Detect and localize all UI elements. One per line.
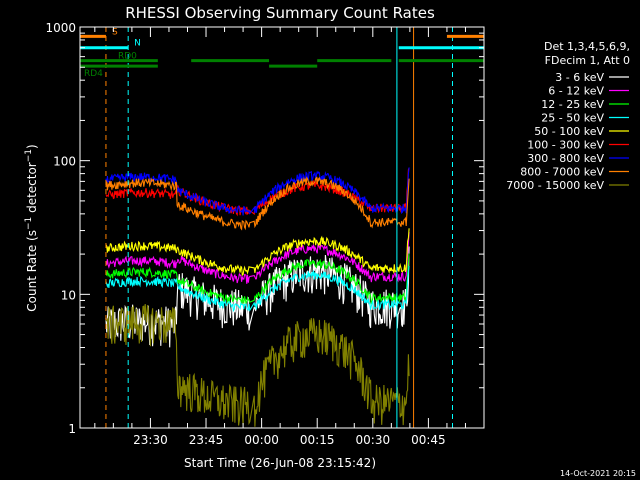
legend-label-1: 6 - 12 keV bbox=[548, 85, 604, 98]
flag-label-n: N bbox=[134, 39, 141, 49]
x-tick-label-0: 23:30 bbox=[133, 433, 168, 447]
legend-label-5: 100 - 300 keV bbox=[527, 139, 604, 152]
y-axis-label-start: Count Rate (s bbox=[25, 230, 39, 312]
y-axis-label-mid: detector bbox=[25, 162, 39, 217]
y-tick-label-1: 10 bbox=[61, 288, 76, 302]
legend: Det 1,3,4,5,6,9,FDecim 1, Att 0 3 - 6 keV… bbox=[506, 40, 630, 192]
series-line-4 bbox=[105, 228, 410, 277]
x-tick-label-4: 00:30 bbox=[356, 433, 391, 447]
y-tick-label-3: 1000 bbox=[45, 21, 76, 35]
legend-header-1: FDecim 1, Att 0 bbox=[545, 54, 630, 67]
y-axis-label-sup-2: −1 bbox=[24, 149, 34, 162]
series-line-3 bbox=[105, 266, 410, 313]
legend-label-4: 50 - 100 keV bbox=[534, 125, 604, 138]
series-line-2 bbox=[105, 253, 410, 305]
legend-header-0: Det 1,3,4,5,6,9, bbox=[544, 40, 630, 53]
footer-timestamp: 14-Oct-2021 20:15 bbox=[560, 469, 636, 478]
legend-label-8: 7000 - 15000 keV bbox=[506, 179, 604, 192]
series-line-1 bbox=[105, 232, 410, 284]
legend-label-0: 3 - 6 keV bbox=[555, 71, 604, 84]
legend-label-3: 25 - 50 keV bbox=[541, 112, 604, 125]
legend-label-7: 800 - 7000 keV bbox=[520, 166, 604, 179]
flag-bars: S N RD0 RD4 bbox=[80, 27, 484, 79]
axes: 1 10 100 1000 23:30 23:45 00:00 00:15 00:30 00:45 bbox=[45, 21, 485, 447]
y-axis-label-end: ) bbox=[25, 144, 39, 149]
y-axis-label: Count Rate (s−1 detector−1) bbox=[24, 144, 39, 311]
series-line-8 bbox=[105, 303, 410, 427]
y-axis-label-sup-1: −1 bbox=[24, 217, 34, 230]
x-tick-label-2: 00:00 bbox=[244, 433, 279, 447]
legend-label-6: 300 - 800 keV bbox=[527, 152, 604, 165]
flag-label-s: S bbox=[112, 27, 118, 37]
x-axis-label: Start Time (26-Jun-08 23:15:42) bbox=[184, 456, 376, 470]
legend-label-2: 12 - 25 keV bbox=[541, 98, 604, 111]
x-tick-label-5: 00:45 bbox=[411, 433, 446, 447]
plot-frame bbox=[79, 26, 485, 429]
y-tick-label-0: 1 bbox=[68, 422, 76, 436]
x-tick-label-1: 23:45 bbox=[189, 433, 224, 447]
flag-label-rd0: RD0 bbox=[118, 52, 137, 62]
series-line-7 bbox=[105, 176, 410, 231]
x-tick-label-3: 00:15 bbox=[300, 433, 335, 447]
chart-title: RHESSI Observing Summary Count Rates bbox=[125, 4, 435, 22]
series-curves bbox=[105, 167, 410, 427]
series-line-5 bbox=[105, 167, 410, 217]
series-line-6 bbox=[105, 167, 410, 216]
flag-label-rd4: RD4 bbox=[84, 69, 103, 79]
y-tick-label-2: 100 bbox=[53, 155, 76, 169]
